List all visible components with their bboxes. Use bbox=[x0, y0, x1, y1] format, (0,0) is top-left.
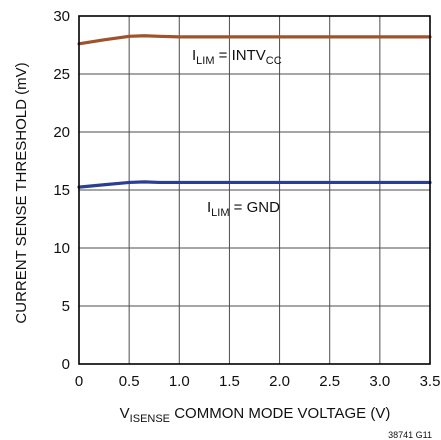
y-tick-label: 30 bbox=[53, 8, 70, 25]
series-label-intvcc-mid: = INTV bbox=[215, 47, 266, 64]
series-line-0 bbox=[77, 34, 432, 46]
x-tick-label: 2.0 bbox=[269, 373, 290, 390]
series-label-intvcc-sub2: CC bbox=[266, 55, 282, 67]
x-axis-label-rest: COMMON MODE VOLTAGE (V) bbox=[170, 405, 390, 422]
y-tick-label: 10 bbox=[53, 240, 70, 257]
y-axis-label: CURRENT SENSE THRESHOLD (mV) bbox=[13, 62, 30, 323]
x-axis-label-sub: ISENSE bbox=[130, 413, 170, 425]
x-axis-label: VISENSE COMMON MODE VOLTAGE (V) bbox=[120, 405, 391, 425]
x-tick-label: 0 bbox=[75, 373, 83, 390]
series-label-intvcc: ILIM = INTVCC bbox=[192, 47, 282, 67]
y-tick-label: 5 bbox=[62, 298, 70, 315]
series-label-intvcc-sub1: LIM bbox=[196, 55, 214, 67]
y-tick-label: 20 bbox=[53, 124, 70, 141]
x-tick-label: 1.0 bbox=[169, 373, 190, 390]
plot-frame bbox=[78, 15, 431, 365]
y-tick-label: 0 bbox=[62, 356, 70, 373]
series-label-gnd-mid: = GND bbox=[230, 199, 281, 216]
y-tick-label: 25 bbox=[53, 66, 70, 83]
series-label-intvcc-main: I bbox=[192, 47, 196, 64]
x-tick-label: 3.5 bbox=[420, 373, 441, 390]
x-tick-label: 3.0 bbox=[369, 373, 390, 390]
x-tick-label: 2.5 bbox=[319, 373, 340, 390]
y-tick-label: 15 bbox=[53, 182, 70, 199]
figure-id: 38741 G11 bbox=[388, 430, 432, 440]
series-line-1 bbox=[77, 180, 432, 189]
y-tick-labels: 0 5 10 15 20 25 30 bbox=[53, 8, 70, 373]
x-axis-label-main: V bbox=[120, 405, 130, 422]
series-label-gnd-main: I bbox=[207, 199, 211, 216]
grid bbox=[79, 16, 430, 364]
series-label-gnd: ILIM = GND bbox=[207, 199, 280, 219]
series-layer bbox=[77, 34, 432, 189]
x-tick-labels: 0 0.5 1.0 1.5 2.0 2.5 3.0 3.5 bbox=[75, 373, 441, 390]
x-tick-label: 0.5 bbox=[119, 373, 140, 390]
x-tick-label: 1.5 bbox=[219, 373, 240, 390]
series-label-gnd-sub1: LIM bbox=[211, 207, 229, 219]
